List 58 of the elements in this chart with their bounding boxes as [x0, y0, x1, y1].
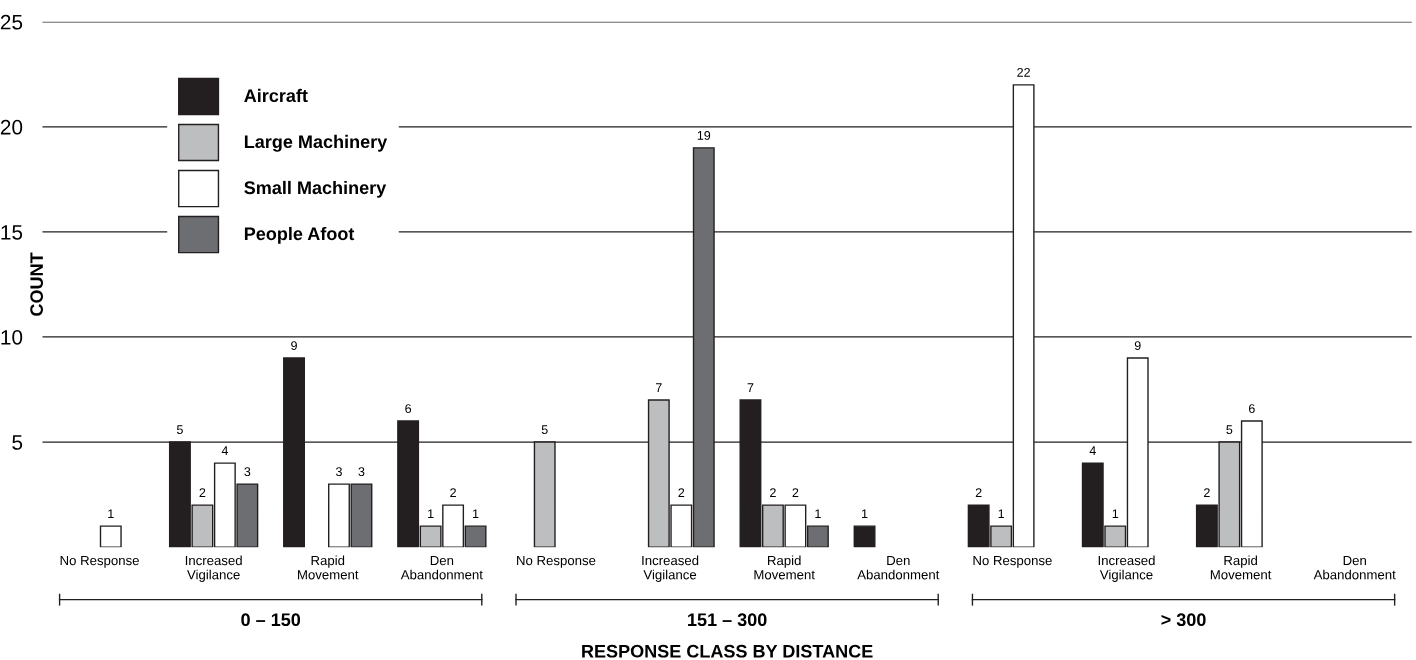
data-label: 1 — [998, 509, 1005, 518]
x-tick-label: Rapid Movement — [754, 555, 815, 580]
y-tick-label: 20 — [0, 119, 23, 135]
data-label: 1 — [108, 509, 114, 518]
x-axis-title: RESPONSE CLASS BY DISTANCE — [582, 644, 873, 658]
x-tick-label: Increased Vigilance — [1098, 555, 1155, 582]
data-label: 2 — [975, 488, 982, 497]
x-tick-label: Rapid Movement — [1210, 555, 1272, 580]
data-label: 1 — [473, 509, 479, 518]
data-label: 4 — [221, 446, 228, 455]
bar — [853, 525, 876, 548]
x-tick-label: No Response — [517, 555, 596, 568]
legend-label: Large Machinery — [244, 134, 388, 152]
data-label: 2 — [678, 488, 685, 497]
legend-label: People Afoot — [244, 226, 355, 244]
x-tick-label: Den Abandonment — [1313, 555, 1396, 580]
data-label: 2 — [199, 488, 206, 497]
text: > 300 — [1161, 613, 1206, 627]
data-label: 4 — [1089, 446, 1096, 455]
x-tick-label: Rapid Movement — [298, 555, 359, 580]
data-label: 3 — [335, 467, 342, 477]
legend-label: Aircraft — [244, 88, 308, 103]
data-label: 6 — [1248, 404, 1255, 414]
data-label: 1 — [862, 509, 868, 518]
data-label: 9 — [1134, 341, 1141, 350]
y-axis-title: COUNT — [30, 252, 44, 316]
y-tick-label: 5 — [12, 435, 23, 450]
x-tick-label: Increased Vigilance — [185, 555, 242, 582]
data-label: 1 — [428, 509, 434, 518]
data-label: 2 — [792, 488, 799, 497]
y-tick-label: 10 — [1, 330, 23, 345]
data-label: 2 — [770, 488, 776, 497]
y-tick-label: 15 — [1, 225, 23, 240]
x-tick-label: Increased Vigilance — [642, 555, 699, 582]
data-label: 5 — [176, 425, 183, 435]
data-label: 2 — [1204, 488, 1210, 497]
data-label: 6 — [405, 404, 412, 414]
x-tick-label: No Response — [973, 555, 1052, 568]
data-label: 1 — [815, 509, 821, 518]
x-tick-label: Den Abandonment — [857, 555, 940, 580]
text: 0 – 150 — [241, 613, 301, 627]
y-tick-label: 25 — [0, 14, 23, 30]
bar — [99, 525, 122, 548]
x-tick-label: No Response — [60, 555, 139, 568]
data-label: 3 — [244, 467, 251, 477]
data-label: 9 — [291, 341, 297, 350]
text: 151 – 300 — [688, 613, 767, 627]
data-label: 3 — [358, 467, 365, 477]
data-label: 7 — [655, 383, 662, 392]
data-label: 19 — [697, 130, 711, 140]
legend-label: Small Machinery — [244, 180, 387, 198]
data-label: 1 — [1112, 509, 1119, 518]
data-label: 5 — [541, 425, 548, 435]
x-tick-label: Den Abandonment — [400, 555, 483, 580]
data-label: 7 — [747, 383, 754, 392]
data-label: 2 — [450, 488, 456, 497]
data-label: 5 — [1226, 425, 1233, 435]
data-label: 22 — [1017, 67, 1030, 77]
